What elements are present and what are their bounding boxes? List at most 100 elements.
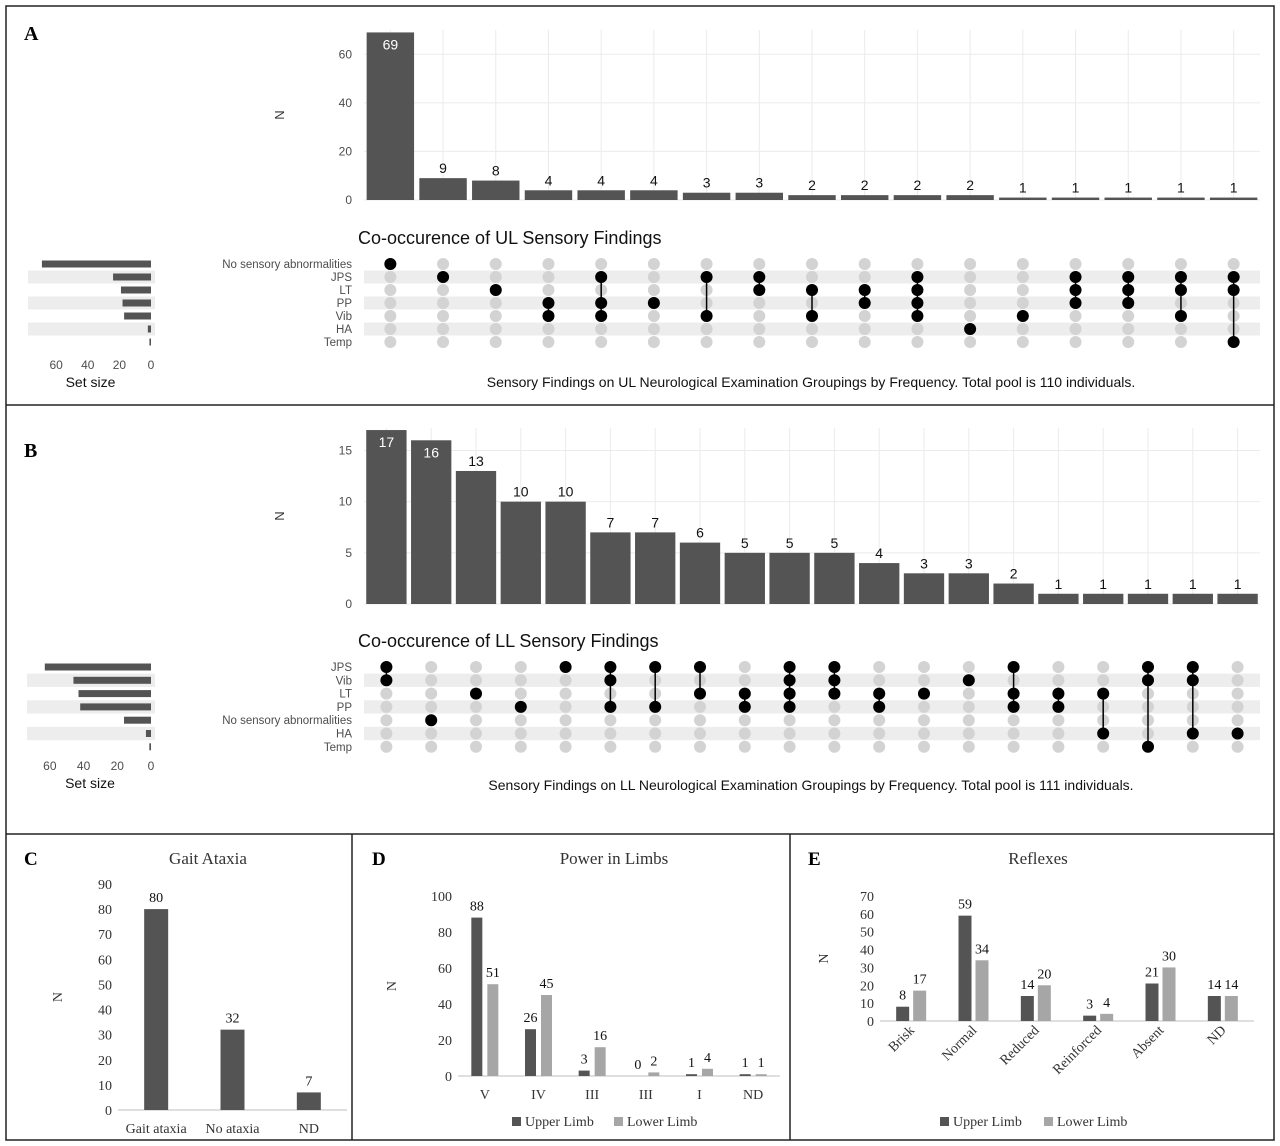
bar-data-label: 1 [1230, 180, 1238, 196]
intersection-bar [1051, 197, 1100, 200]
matrix-dot-empty [1122, 258, 1135, 270]
matrix-dot-filled [1007, 700, 1020, 713]
panel-c-gait-ataxia: C Gait Ataxia 0 10 20 30 40 50 60 70 80 90 N 80 Gait a… [24, 849, 347, 1137]
panel-caption: Sensory Findings on LL Neurological Exam… [488, 777, 1133, 793]
matrix-dot-empty [694, 714, 706, 727]
matrix-dot-filled [1227, 271, 1240, 283]
matrix-dot-filled [828, 687, 841, 700]
legend-swatch-upper-limb [512, 1117, 521, 1126]
x-tick-label: I [697, 1088, 702, 1103]
matrix-row-stripe [364, 673, 1260, 687]
intersection-bar [840, 195, 889, 200]
y-tick-label: 60 [339, 47, 353, 61]
bar-lower-limb [541, 995, 552, 1076]
matrix-dot-empty [911, 336, 924, 348]
matrix-dot-empty [470, 700, 482, 713]
matrix-dot-filled [753, 271, 766, 283]
x-tick-label: Absent [1129, 1023, 1168, 1062]
bar-data-label: 1 [1072, 180, 1080, 196]
y-tick-label: 50 [860, 926, 874, 941]
intersection-bar [859, 563, 900, 604]
matrix-dot-empty [1122, 310, 1135, 322]
bar-data-label: 1 [1099, 576, 1107, 592]
matrix-dot-filled [1142, 661, 1154, 673]
matrix-dot-empty [1016, 323, 1029, 335]
matrix-dot-filled [783, 661, 796, 673]
bar-data-label: 21 [1145, 966, 1159, 981]
y-axis-label: N [385, 981, 400, 991]
matrix-dot-empty [1016, 271, 1029, 283]
bar-data-label: 1 [742, 1056, 749, 1071]
matrix-dot-empty [1231, 674, 1244, 687]
matrix-dot-empty [918, 727, 930, 740]
legend-label-lower-limb: Lower Limb [627, 1115, 697, 1130]
y-tick-label: 40 [438, 998, 452, 1013]
bar-lower-limb [487, 984, 499, 1076]
matrix-dot-filled [595, 310, 608, 322]
set-name-vib: Vib [336, 675, 352, 687]
panel-title: Reflexes [1008, 849, 1067, 868]
matrix-dot-empty [828, 740, 841, 753]
x-tick-label: No ataxia [205, 1122, 260, 1137]
matrix-dot-empty [738, 727, 751, 740]
intersection-bar [1172, 593, 1213, 604]
matrix-dot-empty [873, 661, 886, 673]
matrix-dot-empty [738, 714, 751, 727]
matrix-dot-empty [806, 323, 818, 335]
matrix-dot-empty [1231, 740, 1244, 753]
matrix-dot-empty [1174, 336, 1187, 348]
matrix-dot-empty [1186, 740, 1199, 753]
matrix-dot-filled [1097, 727, 1110, 740]
matrix-title: Co-occurence of LL Sensory Findings [358, 631, 659, 651]
set-size-tick: 0 [148, 358, 155, 372]
bar-data-label: 14 [1020, 978, 1034, 993]
matrix-dot-empty [380, 740, 393, 753]
matrix-dot-empty [514, 674, 527, 687]
matrix-dot-empty [964, 310, 977, 322]
matrix-dot-empty [380, 700, 393, 713]
set-size-bar [124, 312, 151, 320]
matrix-dot-empty [962, 740, 975, 753]
matrix-dot-filled [514, 700, 527, 713]
x-tick-label: ND [299, 1122, 319, 1137]
bar-data-label: 2 [808, 177, 816, 193]
matrix-dot-empty [918, 661, 930, 673]
matrix-dot-empty [858, 271, 871, 283]
bar-data-label: 5 [786, 535, 794, 551]
bar-value [220, 1029, 245, 1110]
bar-upper-limb [1083, 1015, 1097, 1021]
set-size-bar [149, 338, 151, 346]
bar-data-label: 6 [696, 525, 704, 541]
matrix-dot-empty [738, 674, 751, 687]
bar-data-label: 17 [379, 434, 395, 450]
bar-data-label: 2 [1010, 566, 1018, 582]
matrix-dot-filled [753, 284, 766, 296]
matrix-dot-empty [425, 727, 438, 740]
matrix-dot-empty [470, 661, 482, 673]
bar-data-label: 51 [486, 966, 500, 981]
matrix-dot-filled [1069, 271, 1082, 283]
matrix-dot-empty [425, 740, 438, 753]
set-size-bar [80, 703, 151, 711]
matrix-dot-empty [873, 714, 886, 727]
matrix-dot-filled [873, 687, 886, 700]
x-tick-label: Reinforced [1050, 1023, 1105, 1078]
bar-data-label: 14 [1224, 978, 1238, 993]
y-tick-label: 0 [345, 193, 352, 207]
matrix-dot-filled [738, 700, 751, 713]
matrix-dot-empty [647, 284, 660, 296]
matrix-dot-empty [649, 714, 662, 727]
legend-swatch-lower-limb [1044, 1117, 1053, 1126]
bar-lower-limb [1224, 996, 1238, 1021]
matrix-dot-empty [437, 284, 450, 296]
bar-upper-limb [958, 915, 972, 1021]
intersection-bar [999, 197, 1047, 200]
matrix-dot-empty [384, 323, 397, 335]
matrix-dot-filled [542, 297, 555, 309]
bar-data-label: 3 [581, 1053, 588, 1068]
set-size-tick: 40 [77, 759, 91, 773]
matrix-dot-empty [1007, 727, 1020, 740]
matrix-dot-empty [694, 700, 706, 713]
intersection-bar [524, 190, 573, 200]
bar-data-label: 1 [1055, 576, 1063, 592]
